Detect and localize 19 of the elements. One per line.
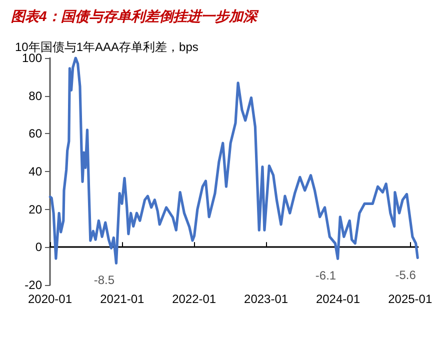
chart-title: 图表4：国债与存单利差倒挂进一步加深 xyxy=(11,8,259,24)
x-tick-label: 2024-01 xyxy=(316,292,360,306)
annotation: -5.6 xyxy=(395,268,416,282)
x-tick-label: 2022-01 xyxy=(172,292,216,306)
annotation: -6.1 xyxy=(315,268,336,283)
y-axis-title: 10年国债与1年AAA存单利差，bps xyxy=(15,40,198,54)
y-tick-label: 100 xyxy=(22,51,42,65)
y-tick-label: 80 xyxy=(28,88,42,103)
x-tick-label: 2021-01 xyxy=(100,292,144,306)
annotation: -8.5 xyxy=(94,273,115,288)
y-tick-label: 40 xyxy=(28,164,42,178)
line-series xyxy=(48,56,419,265)
x-tick-label: 2025-01 xyxy=(388,292,432,306)
y-tick-label: 60 xyxy=(28,126,42,141)
y-tick-label: -20 xyxy=(24,278,42,292)
y-tick-label: 0 xyxy=(35,240,42,254)
x-tick-label: 2023-01 xyxy=(244,292,288,306)
y-tick-label: 20 xyxy=(28,202,42,216)
x-tick-label: 2020-01 xyxy=(28,292,72,306)
